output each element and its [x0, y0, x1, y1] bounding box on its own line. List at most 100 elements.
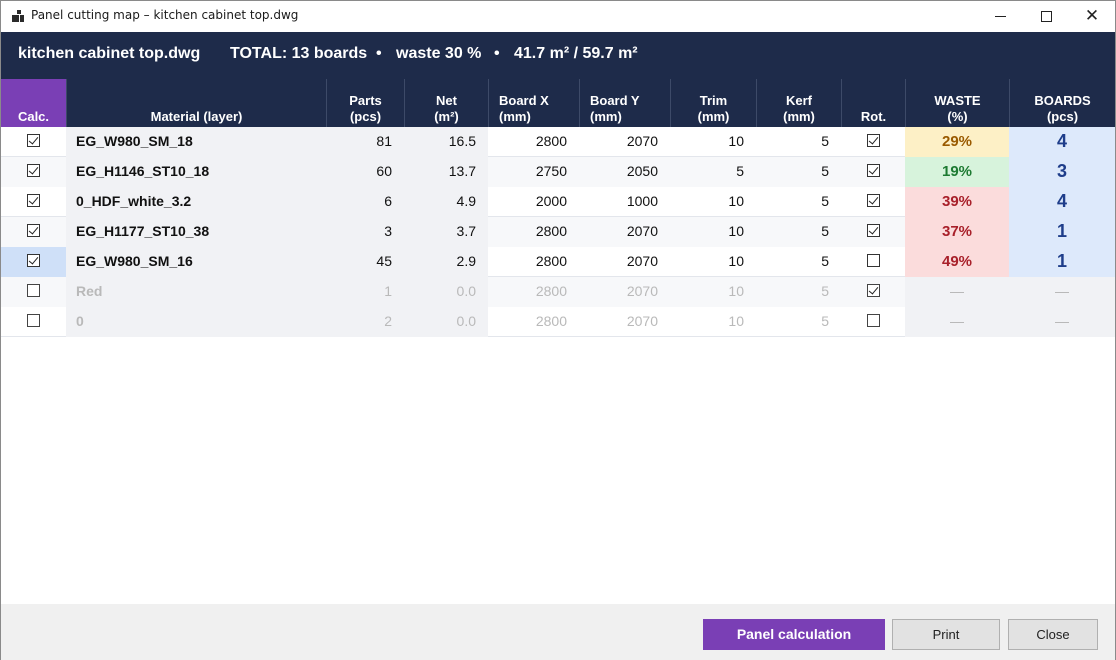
material-cell[interactable]: EG_W980_SM_18 [66, 127, 326, 157]
table-row[interactable]: EG_W980_SM_18 81 16.5 2800 2070 10 5 29% 4 [1, 127, 1115, 157]
app-icon [12, 10, 24, 22]
board-x-cell[interactable]: 2800 [535, 313, 567, 329]
rotation-checkbox[interactable] [866, 194, 880, 208]
board-y-cell[interactable]: 2050 [579, 157, 670, 187]
net-area-cell[interactable]: 3.7 [404, 217, 488, 247]
calc-cell [1, 127, 66, 157]
parts-cell[interactable]: 3 [326, 217, 404, 247]
waste-cell: 37% [905, 217, 1009, 247]
column-header-material[interactable]: Material (layer) [66, 79, 326, 127]
board-y-cell[interactable]: 2070 [626, 133, 658, 149]
column-header-board-y[interactable]: Board Y (mm) [579, 79, 670, 127]
table-row[interactable]: EG_H1146_ST10_18 60 13.7 2750 2050 5 5 19% 3 [1, 157, 1115, 187]
board-y-cell[interactable]: 2070 [626, 313, 658, 329]
trim-cell[interactable]: 10 [728, 313, 744, 329]
waste-cell: 39% [905, 187, 1009, 217]
rotation-checkbox[interactable] [866, 254, 880, 268]
print-button[interactable]: Print [892, 619, 1000, 650]
trim-cell[interactable]: 10 [728, 253, 744, 269]
column-header-boards[interactable]: BOARDS (pcs) [1009, 79, 1115, 127]
board-x-cell[interactable]: 2800 [488, 277, 579, 307]
net-area-cell[interactable]: 0.0 [404, 307, 488, 337]
parts-cell[interactable]: 6 [326, 187, 404, 217]
calc-checkbox[interactable] [27, 254, 40, 268]
waste-cell: 49% [905, 247, 1009, 277]
column-header-trim[interactable]: Trim (mm) [670, 79, 756, 127]
table-row[interactable]: 0_HDF_white_3.2 6 4.9 2000 1000 10 5 39% 4 [1, 187, 1115, 217]
column-header-rotation[interactable]: Rot. [841, 79, 905, 127]
net-area-cell[interactable]: 4.9 [404, 187, 488, 217]
net-area-cell[interactable]: 16.5 [404, 127, 488, 157]
table-row[interactable]: 0 2 0.0 2800 2070 10 5 — — [1, 307, 1115, 337]
column-header-waste[interactable]: WASTE (%) [905, 79, 1009, 127]
maximize-button[interactable] [1023, 1, 1069, 32]
trim-cell[interactable]: 5 [670, 157, 756, 187]
board-x-cell[interactable]: 2800 [488, 217, 579, 247]
close-window-button[interactable]: ✕ [1069, 1, 1115, 32]
rotation-checkbox[interactable] [866, 224, 880, 238]
material-cell[interactable]: EG_H1146_ST10_18 [66, 157, 326, 187]
parts-cell[interactable]: 60 [326, 157, 404, 187]
close-button[interactable]: Close [1008, 619, 1098, 650]
material-cell[interactable]: 0 [66, 307, 326, 337]
board-x-cell[interactable]: 2800 [535, 253, 567, 269]
trim-cell[interactable]: 10 [728, 133, 744, 149]
summary-separator: • [376, 45, 382, 62]
trim-cell[interactable]: 10 [670, 277, 756, 307]
rotation-checkbox[interactable] [866, 164, 880, 178]
kerf-cell[interactable]: 5 [756, 157, 841, 187]
calc-checkbox[interactable] [27, 224, 40, 238]
rotation-checkbox[interactable] [866, 314, 880, 328]
net-area-cell[interactable]: 2.9 [404, 247, 488, 277]
trim-cell[interactable]: 10 [670, 217, 756, 247]
kerf-cell[interactable]: 5 [821, 133, 829, 149]
calc-cell [1, 307, 66, 337]
calc-checkbox[interactable] [27, 134, 40, 148]
material-cell[interactable]: Red [66, 277, 326, 307]
parts-cell[interactable]: 2 [326, 307, 404, 337]
column-header-net[interactable]: Net (m²) [404, 79, 488, 127]
kerf-cell[interactable]: 5 [756, 277, 841, 307]
net-area-cell[interactable]: 13.7 [404, 157, 488, 187]
panel-calculation-button[interactable]: Panel calculation [703, 619, 885, 650]
material-cell[interactable]: EG_W980_SM_16 [66, 247, 326, 277]
parts-cell[interactable]: 81 [326, 127, 404, 157]
calc-checkbox[interactable] [27, 284, 40, 298]
summary-waste: waste 30 % [396, 45, 482, 62]
column-header-parts[interactable]: Parts (pcs) [326, 79, 404, 127]
board-y-cell[interactable]: 2070 [626, 253, 658, 269]
board-x-cell[interactable]: 2000 [535, 193, 567, 209]
boards-cell: — [1009, 277, 1115, 307]
kerf-cell[interactable]: 5 [821, 193, 829, 209]
calc-checkbox[interactable] [27, 164, 40, 178]
column-header-kerf[interactable]: Kerf (mm) [756, 79, 841, 127]
board-y-cell[interactable]: 2070 [579, 217, 670, 247]
board-y-cell[interactable]: 2070 [579, 277, 670, 307]
table-row[interactable]: EG_W980_SM_16 45 2.9 2800 2070 10 5 49% 1 [1, 247, 1115, 277]
rotation-checkbox[interactable] [866, 134, 880, 148]
material-cell[interactable]: EG_H1177_ST10_38 [66, 217, 326, 247]
summary-total-boards: TOTAL: 13 boards [230, 45, 368, 62]
parts-cell[interactable]: 45 [326, 247, 404, 277]
title-bar: Panel cutting map – kitchen cabinet top.… [1, 1, 1115, 32]
table-row[interactable]: EG_H1177_ST10_38 3 3.7 2800 2070 10 5 37% 1 [1, 217, 1115, 247]
kerf-cell[interactable]: 5 [821, 313, 829, 329]
trim-cell[interactable]: 10 [728, 193, 744, 209]
parts-cell[interactable]: 1 [326, 277, 404, 307]
kerf-cell[interactable]: 5 [821, 253, 829, 269]
calc-checkbox[interactable] [27, 314, 40, 328]
material-cell[interactable]: 0_HDF_white_3.2 [66, 187, 326, 217]
minimize-button[interactable] [977, 1, 1023, 32]
kerf-cell[interactable]: 5 [756, 217, 841, 247]
table-row[interactable]: Red 1 0.0 2800 2070 10 5 — — [1, 277, 1115, 307]
board-y-cell[interactable]: 1000 [626, 193, 658, 209]
column-header-board-x[interactable]: Board X (mm) [488, 79, 579, 127]
boards-cell: 1 [1009, 217, 1115, 247]
summary-separator: • [494, 45, 500, 62]
net-area-cell[interactable]: 0.0 [404, 277, 488, 307]
calc-checkbox[interactable] [27, 194, 40, 208]
column-header-calc[interactable]: Calc. [1, 79, 66, 127]
rotation-checkbox[interactable] [866, 284, 880, 298]
board-x-cell[interactable]: 2800 [535, 133, 567, 149]
board-x-cell[interactable]: 2750 [488, 157, 579, 187]
